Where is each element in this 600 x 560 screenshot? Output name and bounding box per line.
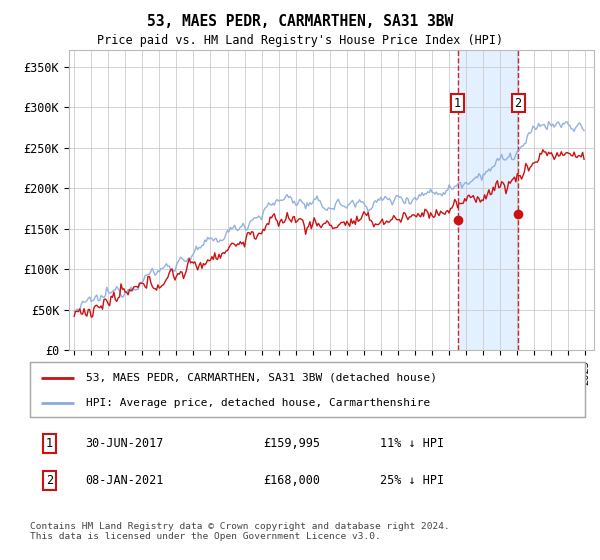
Text: 53, MAES PEDR, CARMARTHEN, SA31 3BW: 53, MAES PEDR, CARMARTHEN, SA31 3BW	[147, 14, 453, 29]
Text: £159,995: £159,995	[263, 437, 320, 450]
Bar	[458, 50, 518, 350]
Text: £168,000: £168,000	[263, 474, 320, 487]
Text: 25% ↓ HPI: 25% ↓ HPI	[380, 474, 444, 487]
Text: 08-JAN-2021: 08-JAN-2021	[86, 474, 164, 487]
Text: 53, MAES PEDR, CARMARTHEN, SA31 3BW (detached house): 53, MAES PEDR, CARMARTHEN, SA31 3BW (det…	[86, 373, 437, 382]
Text: 11% ↓ HPI: 11% ↓ HPI	[380, 437, 444, 450]
Text: Contains HM Land Registry data © Crown copyright and database right 2024.
This d: Contains HM Land Registry data © Crown c…	[30, 522, 450, 542]
Text: HPI: Average price, detached house, Carmarthenshire: HPI: Average price, detached house, Carm…	[86, 398, 430, 408]
Text: 2: 2	[46, 474, 53, 487]
Text: 30-JUN-2017: 30-JUN-2017	[86, 437, 164, 450]
Text: 2: 2	[515, 96, 522, 110]
Text: Price paid vs. HM Land Registry's House Price Index (HPI): Price paid vs. HM Land Registry's House …	[97, 34, 503, 46]
Text: 1: 1	[46, 437, 53, 450]
Text: 1: 1	[454, 96, 461, 110]
